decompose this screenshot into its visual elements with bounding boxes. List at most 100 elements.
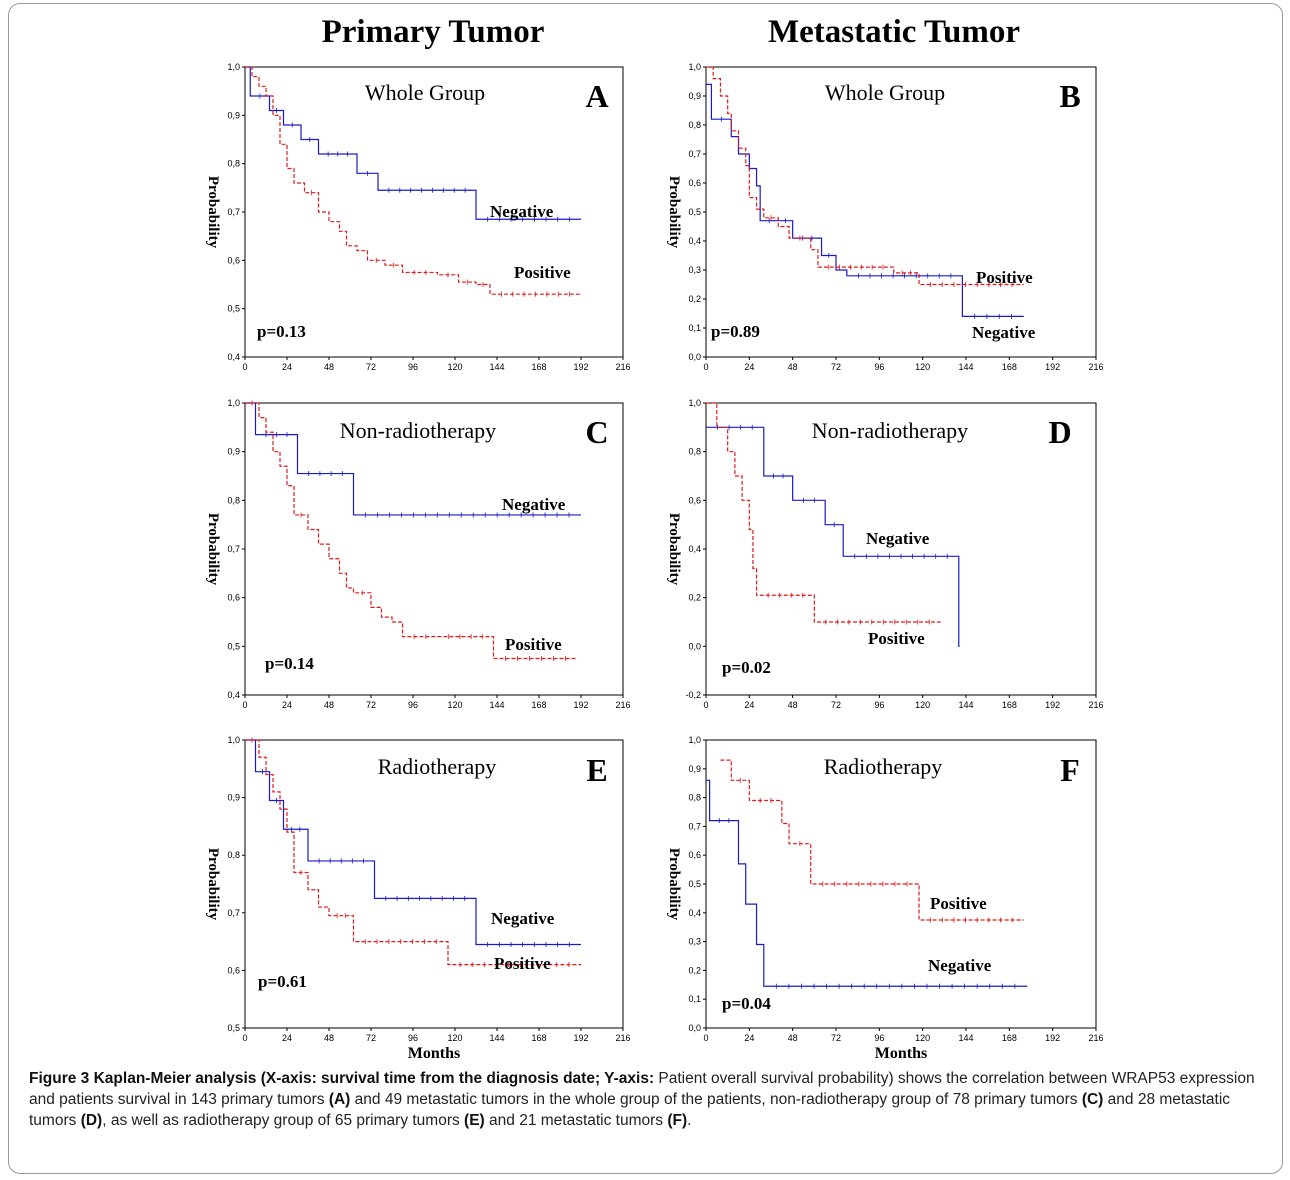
p-value-label: p=0.14 [265,654,314,673]
panel-title: Non-radiotherapy [340,418,496,443]
caption-text: Patient overall survival probability) sh… [29,1070,1255,1108]
y-tick-label: 0,3 [688,937,701,947]
p-value-label: p=0.13 [257,322,306,341]
y-tick-label: 0,3 [688,265,701,275]
x-tick-label: 216 [615,1033,630,1043]
y-tick-label: 0,8 [227,159,240,169]
x-tick-label: 24 [282,362,292,372]
x-tick-label: 72 [366,1033,376,1043]
panel-letter: F [1060,752,1080,788]
y-axis-label: Probability [205,513,221,586]
survival-curve-negative [245,739,581,946]
caption-text: and 28 metastatic tumors [29,1091,1231,1129]
column-title-metastatic: Metastatic Tumor [767,14,1021,50]
x-tick-label: 168 [1002,362,1017,372]
y-tick-label: 0,1 [688,323,701,333]
y-tick-label: 0,5 [227,304,240,314]
x-tick-label: 72 [831,1033,841,1043]
y-axis-label: Probability [666,848,682,921]
y-tick-label: 0,0 [688,1023,701,1033]
series-label-positive: Positive [505,635,562,654]
caption-text: , as well as radiotherapy group of 65 pr… [102,1112,465,1129]
x-tick-label: 216 [1088,700,1103,710]
x-tick-label: 72 [831,700,841,710]
y-tick-label: 0,6 [688,495,701,505]
caption-ref-c: (C) [1081,1091,1104,1108]
survival-curve-negative [706,779,1028,987]
y-tick-label: 0,4 [688,908,701,918]
y-tick-label: 0,4 [227,690,240,700]
series-label-negative: Negative [928,956,992,975]
series-label-negative: Negative [866,529,930,548]
censor-marks-negative [718,818,1016,989]
x-tick-label: 168 [1002,1033,1017,1043]
x-tick-label: 144 [489,700,504,710]
x-tick-label: 24 [744,1033,754,1043]
x-axis-label: Months [875,1045,927,1060]
y-tick-label: 0,6 [688,178,701,188]
x-tick-label: 120 [915,362,930,372]
x-axis-label: Months [408,1045,460,1060]
censor-marks-positive [311,190,571,297]
column-title-primary: Primary Tumor [321,14,545,50]
panel-title: Whole Group [825,80,945,105]
y-tick-label: 0,7 [227,544,240,554]
censor-marks-negative [259,93,570,222]
panel-title: Non-radiotherapy [812,418,968,443]
x-tick-label: 216 [615,700,630,710]
figure-label: Figure 3 [29,1070,90,1087]
y-tick-label: 0,5 [688,879,701,889]
panel-C: 1,0 0,9 0,8 0,7 0,6 0,5 0,40 24 48 72 96 120 144 168 1… [205,398,631,710]
figure-caption: Figure 3 Kaplan-Meier analysis (X-axis: … [29,1068,1269,1131]
plot-area [705,739,1097,1029]
censor-marks-negative [265,432,570,518]
survival-curve-positive [245,402,578,660]
x-tick-label: 48 [324,1033,334,1043]
x-tick-label: 96 [874,362,884,372]
figure-frame [8,3,1283,1174]
survival-curve-negative [245,402,581,516]
x-tick-label: 120 [447,1033,462,1043]
x-tick-label: 96 [874,1033,884,1043]
p-value-label: p=0.02 [722,658,771,677]
censor-marks-negative [720,116,1012,319]
censor-marks-negative [262,769,570,947]
survival-curve-negative [706,83,1024,317]
y-tick-label: 0,5 [227,1023,240,1033]
y-tick-label: 0,9 [688,91,701,101]
plot-area [244,402,624,696]
y-tick-label: 0,9 [227,110,240,120]
x-tick-label: 0 [703,362,708,372]
x-tick-label: 144 [489,362,504,372]
x-tick-label: 0 [242,362,247,372]
plot-area [705,402,1097,696]
x-tick-label: 144 [958,700,973,710]
y-tick-label: 0,5 [688,207,701,217]
panel-title: Radiotherapy [824,754,943,779]
panel-F: 1,0 0,9 0,8 0,7 0,6 0,5 0,4 0,3 0,2 0,1 0,00 24 48 72… [666,735,1104,1060]
y-tick-label: 0,0 [688,641,701,651]
x-tick-label: 72 [366,362,376,372]
y-axis-label: Probability [666,176,682,249]
panel-letter: E [586,752,607,788]
x-tick-label: 192 [573,1033,588,1043]
panel-D: 1,0 0,8 0,6 0,4 0,2 0,0 -0,20 24 48 72 96 120 144 168… [666,398,1104,710]
y-tick-label: 0,5 [227,641,240,651]
y-axis-label: Probability [205,176,221,249]
x-tick-label: 120 [915,700,930,710]
survival-curve-positive [245,66,581,295]
y-tick-label: 0,9 [227,793,240,803]
x-tick-label: 168 [531,1033,546,1043]
y-tick-label: 0,7 [227,908,240,918]
x-tick-label: 24 [282,1033,292,1043]
caption-text: . [687,1112,692,1129]
x-tick-label: 216 [1088,1033,1103,1043]
x-tick-label: 192 [1045,1033,1060,1043]
x-tick-label: 48 [324,700,334,710]
y-tick-label: 0,8 [688,447,701,457]
x-tick-label: 96 [874,700,884,710]
censor-marks-positive [770,215,1013,287]
x-tick-label: 168 [531,700,546,710]
x-tick-label: 48 [788,700,798,710]
x-tick-label: 192 [1045,362,1060,372]
